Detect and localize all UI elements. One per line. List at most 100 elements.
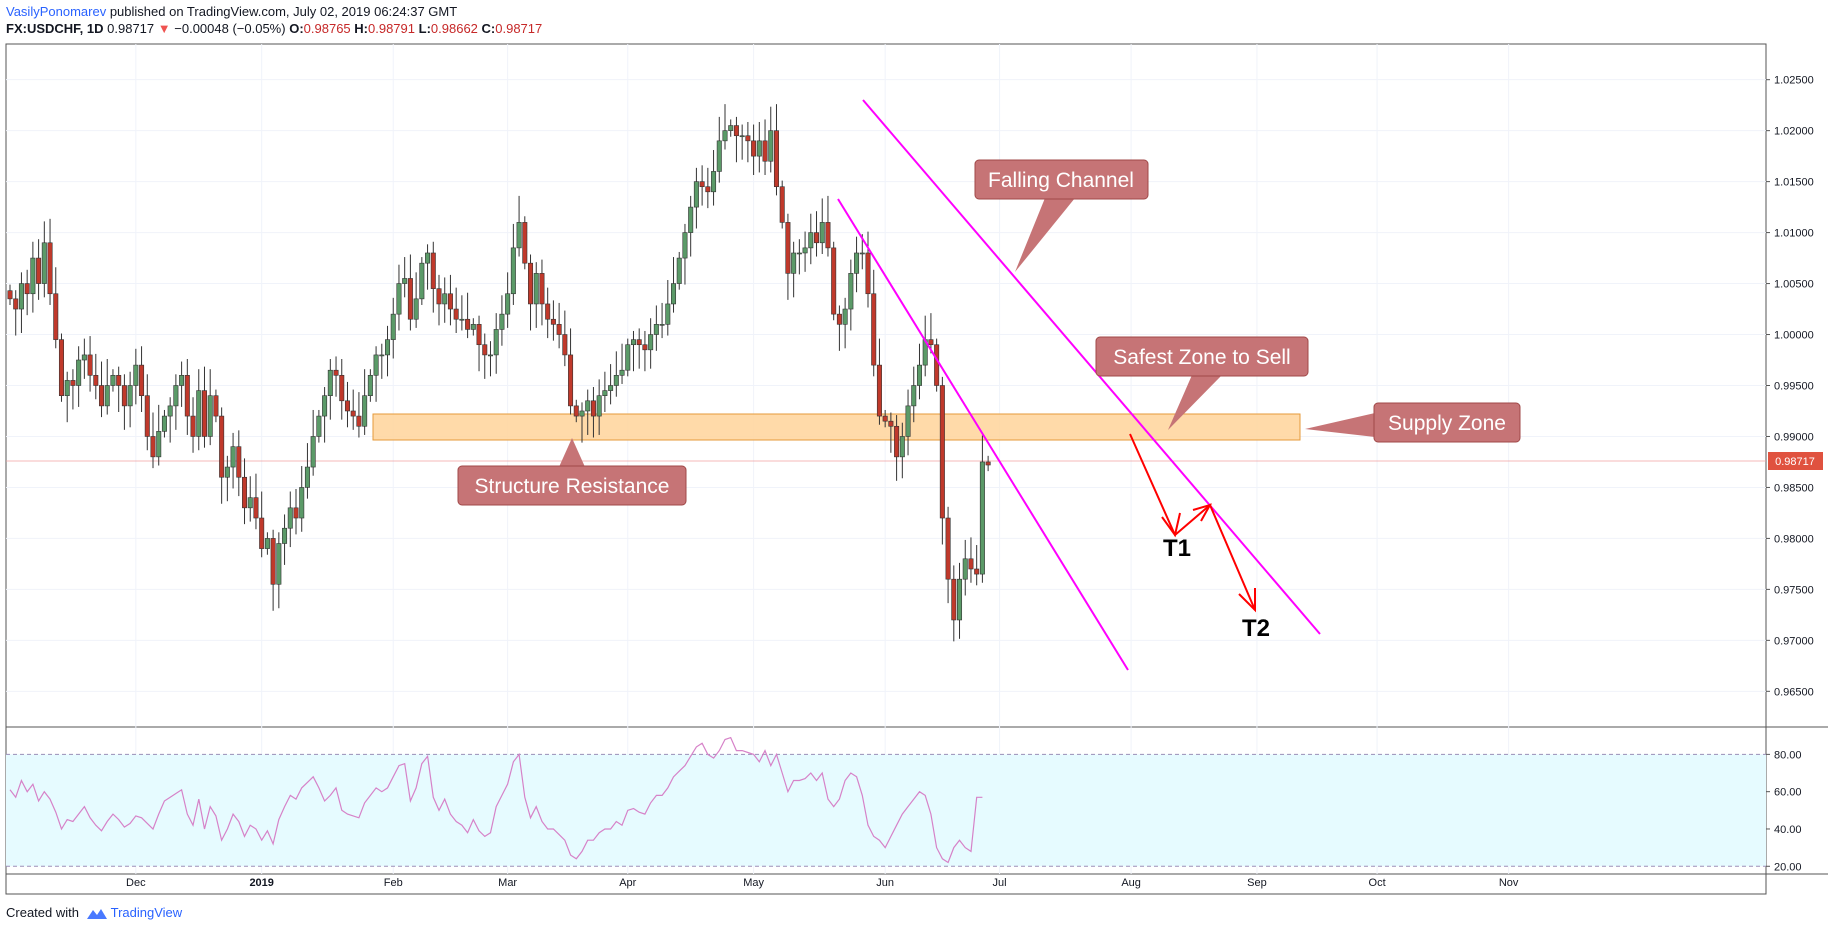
candle <box>916 343 922 400</box>
time-tick-label: Dec <box>126 877 146 889</box>
candle-body <box>459 318 465 321</box>
candle <box>425 244 431 290</box>
candle-body <box>447 293 453 310</box>
candle <box>562 310 568 367</box>
candle <box>104 358 110 415</box>
time-tick-label: Nov <box>1499 877 1519 889</box>
low-value: 0.98662 <box>430 21 478 36</box>
candle <box>894 415 900 481</box>
price-change: −0.00048 (−0.05%) <box>174 21 286 36</box>
candle <box>733 116 739 163</box>
last-price-tag <box>1768 452 1823 470</box>
candle <box>350 389 356 430</box>
candle <box>865 231 871 308</box>
candle <box>93 353 99 400</box>
candle <box>682 223 688 285</box>
candle <box>201 366 207 448</box>
candle-body <box>385 339 391 356</box>
candle-body <box>287 507 293 529</box>
candle-body <box>419 262 425 300</box>
candle <box>550 300 556 341</box>
candle-body <box>470 324 476 330</box>
callout-safest-zone[interactable]: Safest Zone to Sell <box>1095 336 1309 430</box>
candle-body <box>630 339 636 346</box>
candle <box>974 545 980 586</box>
candle-body <box>814 232 820 244</box>
candle <box>139 346 145 413</box>
tradingview-logo-icon <box>86 908 107 919</box>
candle-body <box>379 354 385 357</box>
candle-body <box>693 181 699 208</box>
tradingview-brand[interactable]: TradingView <box>110 905 183 920</box>
candle <box>385 325 391 377</box>
callout-falling-channel[interactable]: Falling Channel <box>974 159 1149 272</box>
candles <box>7 104 991 642</box>
candle <box>768 106 774 173</box>
last-price-tag-text: 0.98717 <box>1775 456 1815 468</box>
candle <box>854 236 860 293</box>
candle <box>310 409 316 476</box>
candle <box>493 313 499 374</box>
candle-body <box>53 293 59 340</box>
channel-lower-line[interactable] <box>837 198 1129 671</box>
candle <box>728 119 734 137</box>
candle-body <box>316 415 322 437</box>
price-axis: 1.02500 1.02000 1.01500 1.01000 1.00500 1.000… <box>1766 75 1814 698</box>
candle-body <box>356 415 362 427</box>
channel-upper-line[interactable] <box>862 99 1321 635</box>
candle <box>402 257 408 298</box>
time-tick-label: Apr <box>619 877 636 889</box>
candle-body <box>207 395 213 437</box>
candle <box>110 369 116 392</box>
candle <box>842 297 848 349</box>
candle-body <box>716 140 722 172</box>
candle <box>945 506 951 604</box>
candle <box>167 397 173 443</box>
low-label: L: <box>418 21 431 36</box>
candle-body <box>276 543 282 585</box>
candle <box>848 259 854 331</box>
candle <box>196 369 202 451</box>
candle <box>648 318 654 369</box>
high-label: H: <box>354 21 368 36</box>
candle <box>339 358 345 420</box>
candle-body <box>81 354 87 361</box>
candle-body <box>928 339 934 346</box>
price-tick-label: 0.99000 <box>1774 431 1814 443</box>
candle-body <box>539 273 545 305</box>
candle <box>957 562 963 639</box>
price-tick-label: 0.98000 <box>1774 533 1814 545</box>
candle <box>87 336 93 392</box>
candle-body <box>756 140 762 157</box>
candle-body <box>751 140 757 157</box>
candle-body <box>236 446 242 478</box>
callout-structure-resistance[interactable]: Structure Resistance <box>457 438 687 506</box>
candle-body <box>93 375 99 386</box>
target-path[interactable] <box>1129 433 1256 613</box>
supply-zone-box[interactable] <box>372 413 1301 441</box>
candle-body <box>831 247 837 315</box>
candle-body <box>791 252 797 274</box>
candle-body <box>190 415 196 437</box>
candle-body <box>848 273 854 310</box>
candle-body <box>110 375 116 386</box>
candle <box>876 338 882 425</box>
candle-body <box>871 293 877 366</box>
author-link[interactable]: VasilyPonomarev <box>6 4 107 19</box>
chart-header: VasilyPonomarev published on TradingView… <box>6 3 542 37</box>
candle <box>58 333 64 402</box>
candle <box>264 532 270 555</box>
time-tick-label: 2019 <box>249 877 273 889</box>
candle <box>888 412 894 453</box>
candle <box>928 313 934 354</box>
candle-body <box>402 278 408 284</box>
callout-supply-zone[interactable]: Supply Zone <box>1305 402 1521 443</box>
candle <box>819 198 825 254</box>
candle-body <box>310 436 316 468</box>
candle <box>356 392 362 438</box>
t2-label: T2 <box>1242 615 1270 642</box>
candle-body <box>161 415 167 432</box>
candle-body <box>974 568 980 575</box>
candle-body <box>968 558 974 570</box>
